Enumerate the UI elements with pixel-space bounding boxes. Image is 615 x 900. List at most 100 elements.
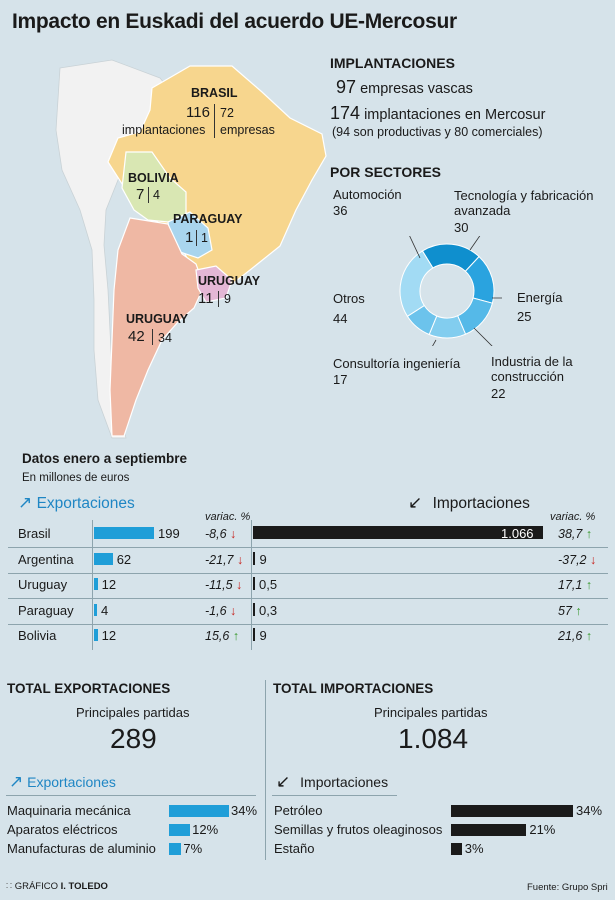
export-bar-3 [94,603,97,616]
leader-automocion [409,236,421,259]
row-separator-1 [8,572,608,574]
import-partida-label-1: Semillas y frutos oleaginosos [274,822,443,837]
export-value-1: 62 [116,551,132,567]
uruguay-label: URUGUAY [198,274,261,288]
row-label-0: Brasil [18,526,51,541]
leader-tecnologia [469,236,481,251]
datos-heading: Datos enero a septiembre [22,451,188,466]
argentina-label: URUGUAY [126,312,189,326]
arrow-up-icon: ↑ [585,629,593,643]
row-label-4: Bolivia [18,628,57,643]
arrow-down-left-icon: ↙ [408,493,423,512]
exportaciones-header-label: Exportaciones [36,495,135,512]
paraguay-divider [196,230,197,246]
partidas-import-header: ↙ Importaciones [276,772,388,792]
export-variation-2: -11,5 ↓ [205,578,243,592]
table-column-divider [251,520,252,650]
brasil-impl: 116 [186,104,210,121]
export-value-4: 12 [101,628,117,643]
total-exportaciones-heading: TOTAL EXPORTACIONES [7,681,171,696]
arrow-up-right-icon: ↗ [18,493,33,512]
implantaciones-note: (94 son productivas y 80 comerciales) [332,125,543,139]
import-partida-value-1: 21% [529,822,556,837]
export-partida-value-0: 34% [231,803,258,818]
implantaciones-heading: IMPLANTACIONES [330,55,455,71]
brasil-shape [107,65,327,293]
export-value-0: 199 [158,526,180,541]
export-variac-label: variac. % [205,511,251,523]
total-importaciones-heading: TOTAL IMPORTACIONES [273,681,434,696]
uruguay-divider [218,291,219,307]
implantaciones-num: 174 [330,103,361,123]
import-bar-1 [253,551,256,565]
sector-otros-label: Otros [333,291,365,306]
import-variation-1: -37,2 ↓ [558,552,597,567]
export-variation-1: -21,7 ↓ [205,552,244,567]
import-partida-label-2: Estaño [274,841,315,856]
sector-automocion-label: Automoción [333,187,402,202]
totals-divider [265,680,266,860]
row-separator-2 [8,598,608,599]
sector-tecnologia-value: 30 [454,220,469,235]
import-value-4: 9 [259,628,267,643]
export-value-3: 4 [101,602,109,618]
source: Fuente: Grupo Spri [527,882,608,893]
export-bar-0 [94,527,154,539]
import-value-3: 0,3 [259,602,278,618]
credit-prefix: GRÁFICO [14,881,58,892]
partidas-export-header: ↗ Exportaciones [9,772,116,792]
row-label-3: Paraguay [18,602,74,618]
argentina-emp: 34 [158,331,172,345]
import-pp-label: Principales partidas [374,705,488,720]
import-partida-value-2: 3% [464,841,484,856]
empresas-vascas-row: 97 empresas vascas [336,77,473,98]
import-bar-2 [253,577,255,590]
sector-tecnologia-label: Tecnología y fabricación avanzada [454,188,594,218]
export-partida-bar-1 [169,824,191,836]
export-partida-bar-2 [169,843,182,855]
leader-construccion [473,327,493,346]
donut-slice-5 [399,250,434,317]
row-label-2: Uruguay [18,577,68,592]
importaciones-header-label: Importaciones [432,495,530,512]
arrow-down-left-icon: ↙ [276,772,291,791]
brasil-label: BRASIL [191,86,238,100]
implantaciones-row: 174 implantaciones en Mercosur [330,103,545,124]
paraguay-label: PARAGUAY [173,212,243,226]
export-total: 289 [110,723,157,754]
empresas-num: 97 [336,77,357,97]
import-bar-0 [253,526,543,539]
export-variation-3: -1,6 ↓ [205,603,237,618]
sector-energia-label: Energía [517,290,563,305]
sector-automocion-value: 36 [333,203,348,218]
brasil-divider [214,104,215,138]
table-label-divider [92,520,93,650]
export-bar-2 [94,578,98,590]
importaciones-header: ↙ Importaciones [408,493,530,513]
arrow-down-icon: ↓ [230,527,237,541]
partidas-export-label: Exportaciones [27,774,116,790]
argentina-shape [109,217,205,437]
sectores-donut-chart [399,236,502,346]
arrow-down-icon: ↓ [230,603,237,618]
sector-otros-value: 44 [333,311,348,326]
argentina-impl: 42 [128,328,145,345]
bolivia-divider [148,187,149,203]
arrow-up-right-icon: ↗ [9,772,24,791]
import-partida-bar-1 [451,824,527,836]
datos-units: En millones de euros [22,472,130,484]
credit: ∷ GRÁFICO I. TOLEDO [6,881,108,892]
leader-consultoria [432,339,437,346]
sector-energia-value: 25 [517,309,532,324]
row-separator-3 [8,623,608,625]
bolivia-emp: 4 [153,188,160,202]
paraguay-emp: 1 [201,231,208,245]
export-partida-value-1: 12% [192,822,219,837]
sectores-heading: POR SECTORES [330,164,441,180]
import-variation-2: 17,1 ↑ [558,578,593,592]
uruguay-emp: 9 [224,292,231,306]
exportaciones-header: ↗ Exportaciones [18,493,135,513]
export-partida-label-0: Maquinaria mecánica [7,803,131,818]
import-partida-value-0: 34% [576,803,603,818]
export-pp-label: Principales partidas [76,705,190,720]
